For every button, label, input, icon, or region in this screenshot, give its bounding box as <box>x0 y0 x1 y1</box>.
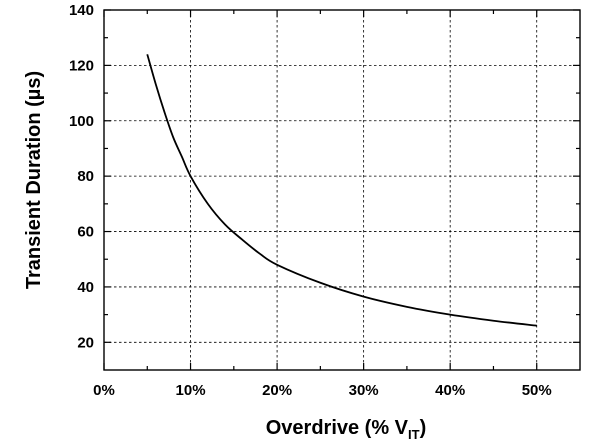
x-tick-label: 0% <box>93 382 115 399</box>
plot-frame <box>103 9 581 371</box>
series-line <box>146 54 537 327</box>
y-tick-label: 40 <box>77 279 94 296</box>
x-tick-label: 10% <box>176 382 206 399</box>
y-tick-label: 140 <box>69 2 94 19</box>
y-tick-label: 80 <box>77 168 94 185</box>
x-axis-label-close: ) <box>420 417 427 439</box>
y-axis-label: Transient Duration (µs) <box>23 71 45 289</box>
x-tick-label: 40% <box>435 382 465 399</box>
y-tick-label: 120 <box>69 57 94 74</box>
x-tick-label: 30% <box>349 382 379 399</box>
y-tick-label: 100 <box>69 113 94 130</box>
series-layer <box>146 54 537 327</box>
y-tick-label: 60 <box>77 224 94 241</box>
y-tick-label: 20 <box>77 334 94 351</box>
x-axis-label-subscript: IT <box>408 427 420 442</box>
x-axis-label-main: Overdrive (% V <box>266 417 409 439</box>
x-axis-label: Overdrive (% VIT) <box>266 417 427 442</box>
gridlines <box>104 10 580 370</box>
x-tick-label: 20% <box>262 382 292 399</box>
tick-labels: 0% 10% 20% 30% 40% 50% 20 40 60 80 100 120 140 <box>69 2 552 399</box>
axis-ticks <box>103 9 580 370</box>
x-tick-label: 50% <box>522 382 552 399</box>
